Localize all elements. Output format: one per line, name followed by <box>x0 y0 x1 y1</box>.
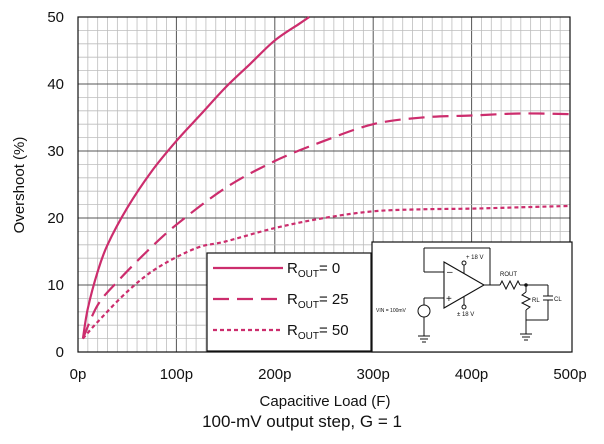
series-line-2 <box>82 204 571 340</box>
negative-supply-label: ± 18 V <box>457 312 474 318</box>
voltage-source <box>417 304 431 318</box>
legend-box <box>206 252 372 352</box>
input-source-label: VIN = 100mV <box>376 308 407 314</box>
legend-label-1: ROUT= 25 <box>287 291 349 311</box>
y-tick-label: 20 <box>47 210 64 227</box>
x-tick-label: 200p <box>258 366 291 383</box>
legend-label-2: ROUT= 50 <box>287 322 349 342</box>
overshoot-chart: 0p 100p 200p 300p 400p 500p 0 10 20 30 40 50 ROUT= … <box>11 9 587 410</box>
y-tick-label: 10 <box>47 277 64 294</box>
series-line-0 <box>81 16 310 339</box>
legend-label-0: ROUT= 0 <box>287 260 340 280</box>
x-axis-title: Capacitive Load (F) <box>260 393 391 410</box>
negative-supply-node <box>461 304 467 310</box>
load-resistor-label: RL <box>532 298 540 304</box>
y-tick-label: 30 <box>47 143 64 160</box>
inverting-input-sign: – <box>447 267 453 278</box>
output-resistor-label: ROUT <box>500 272 517 278</box>
axes: 0p 100p 200p 300p 400p 500p 0 10 20 30 40 50 <box>47 9 586 383</box>
y-axis-title: Overshoot (%) <box>11 137 28 234</box>
plot-frame <box>77 16 571 353</box>
noninverting-input-sign: + <box>446 294 452 305</box>
x-tick-label: 300p <box>357 366 390 383</box>
schematic-box <box>371 241 573 353</box>
circuit-schematic-inset: – + + 18 V ± 18 V ROUT RL CL VIN = 100mV <box>371 241 573 353</box>
legend: ROUT= 0 ROUT= 25 ROUT= 50 <box>206 252 372 352</box>
y-tick-label: 50 <box>47 9 64 26</box>
load-resistor <box>520 291 532 311</box>
y-tick-label: 0 <box>56 344 64 361</box>
x-tick-label: 400p <box>455 366 488 383</box>
series-line-1 <box>81 112 571 340</box>
x-tick-label: 500p <box>553 366 586 383</box>
positive-supply-node <box>461 260 467 266</box>
series-lines <box>81 16 571 340</box>
y-tick-label: 40 <box>47 76 64 93</box>
positive-supply-label: + 18 V <box>466 255 484 261</box>
figure-caption: 100-mV output step, G = 1 <box>202 412 402 431</box>
x-tick-label: 100p <box>160 366 193 383</box>
x-tick-label: 0p <box>70 366 87 383</box>
output-resistor <box>499 279 521 291</box>
load-capacitor-label: CL <box>554 297 562 303</box>
